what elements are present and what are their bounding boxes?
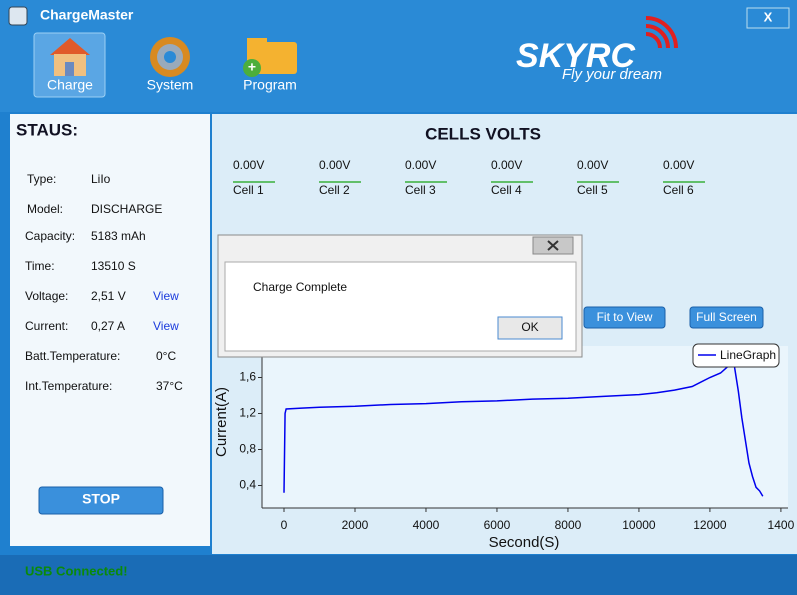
status-label: Int.Temperature:: [25, 379, 112, 393]
cells-title: CELLS VOLTS: [425, 124, 541, 143]
graph-button[interactable]: [583, 306, 666, 329]
dialog-close-icon: [547, 240, 559, 251]
cell-voltage: 0.00V: [491, 158, 522, 172]
legend: [692, 343, 780, 368]
y-tick-label: 0,4: [239, 478, 256, 492]
cell-voltage: 0.00V: [577, 158, 608, 172]
cell-label: Cell 3: [405, 183, 436, 197]
status-bar: [0, 555, 797, 595]
x-tick-label: 1400: [768, 518, 795, 532]
dialog: Charge Complete OK: [217, 234, 583, 358]
graph-button-label: Full Screen: [696, 310, 757, 324]
view-link[interactable]: View: [153, 319, 179, 333]
status-label: Model:: [27, 202, 63, 216]
y-tick-label: 0,8: [239, 442, 256, 456]
x-tick-label: 6000: [484, 518, 511, 532]
stop-label: STOP: [82, 491, 120, 507]
graph-button-label: Fit to View: [597, 310, 653, 324]
status-panel: [10, 114, 210, 546]
x-tick-label: 8000: [555, 518, 582, 532]
cell-label: Cell 2: [319, 183, 350, 197]
graph-button[interactable]: [689, 306, 764, 329]
status-value: LiIo: [91, 172, 111, 186]
stop-button[interactable]: [38, 486, 164, 515]
logo-waves: [645, 16, 678, 49]
legend-label: LineGraph: [720, 348, 776, 362]
status-value: 5183 mAh: [91, 229, 146, 243]
logo-tagline: Fly your dream: [562, 66, 662, 83]
status-label: Batt.Temperature:: [25, 349, 120, 363]
ok-button[interactable]: [497, 316, 563, 340]
system-icon: [150, 37, 190, 77]
svg-text:+: +: [248, 59, 256, 75]
y-tick-label: 1,2: [239, 406, 256, 420]
connection-status: USB Connected!: [25, 563, 128, 578]
x-tick-label: 2000: [342, 518, 369, 532]
close-label: X: [764, 9, 773, 24]
status-value: 0°C: [156, 349, 176, 363]
status-label: Type:: [27, 172, 56, 186]
x-tick-label: 4000: [413, 518, 440, 532]
status-value: DISCHARGE: [91, 202, 162, 216]
y-tick-label: 1,6: [239, 370, 256, 384]
status-label: Voltage:: [25, 289, 68, 303]
x-tick-label: 12000: [693, 518, 727, 532]
toolbar-label[interactable]: System: [147, 77, 194, 93]
cell-label: Cell 6: [663, 183, 694, 197]
cell-label: Cell 5: [577, 183, 608, 197]
status-value: 13510 S: [91, 259, 136, 273]
status-value: 37°C: [156, 379, 183, 393]
logo-brand: SKYRC: [516, 37, 635, 75]
close-button[interactable]: [746, 7, 790, 29]
status-label: Current:: [25, 319, 68, 333]
charge-icon: [50, 38, 90, 76]
status-value: 0,27 A: [91, 319, 125, 333]
app-icon: [8, 6, 28, 26]
x-tick-label: 10000: [622, 518, 656, 532]
x-axis-label: Second(S): [489, 534, 560, 551]
plot-area: [262, 346, 788, 508]
cell-voltage: 0.00V: [233, 158, 264, 172]
status-value: 2,51 V: [91, 289, 126, 303]
status-label: Time:: [25, 259, 55, 273]
y-axis-label: Current(A): [213, 387, 230, 457]
status-label: Capacity:: [25, 229, 75, 243]
ok-label: OK: [521, 320, 538, 334]
status-heading: STAUS:: [16, 120, 78, 139]
view-link[interactable]: View: [153, 289, 179, 303]
cell-label: Cell 4: [491, 183, 522, 197]
program-icon: +: [243, 38, 297, 77]
toolbar-label[interactable]: Charge: [47, 77, 93, 93]
toolbar-label[interactable]: Program: [243, 77, 297, 93]
window-title: ChargeMaster: [40, 7, 134, 23]
cell-label: Cell 1: [233, 183, 264, 197]
dialog-message: Charge Complete: [253, 280, 347, 294]
cell-voltage: 0.00V: [319, 158, 350, 172]
cell-voltage: 0.00V: [663, 158, 694, 172]
toolbar-bg: [0, 0, 797, 112]
cell-voltage: 0.00V: [405, 158, 436, 172]
data-line: [283, 352, 764, 497]
x-tick-label: 0: [281, 518, 288, 532]
